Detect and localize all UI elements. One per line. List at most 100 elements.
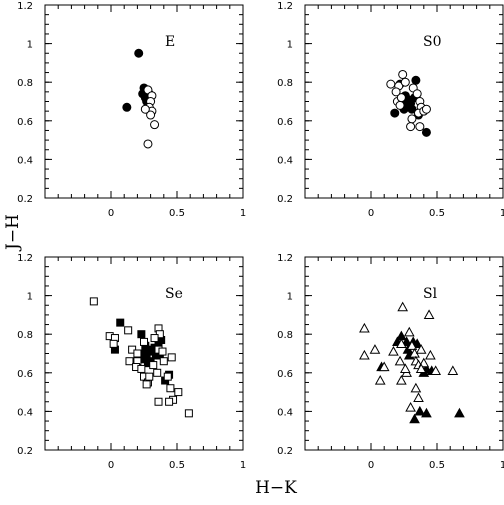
open-triangle-point (399, 363, 411, 374)
x-axis-title: H−K (255, 478, 297, 498)
filled-circle-point (411, 75, 421, 85)
y-tick-label: 0.8 (277, 78, 293, 89)
open-circle-point (386, 79, 396, 89)
y-tick-label: 0.8 (17, 78, 33, 89)
open-square-point (158, 347, 167, 356)
open-circle-point (150, 120, 160, 130)
open-circle-point (391, 87, 401, 97)
y-tick-label: 1 (287, 40, 293, 51)
filled-triangle-point (454, 407, 465, 418)
open-triangle-point (413, 392, 424, 402)
y-tick-label: 0.6 (277, 117, 293, 128)
open-square-point (89, 297, 98, 306)
open-square-point (125, 357, 134, 366)
x-tick-label: 1 (500, 208, 504, 219)
open-square-point (167, 353, 176, 362)
open-circle-point (146, 110, 156, 120)
x-tick-label: 0.5 (429, 208, 445, 219)
open-triangle-point (406, 340, 418, 350)
open-triangle-point (397, 301, 409, 312)
filled-circle-point (390, 108, 400, 118)
open-triangle-point (396, 374, 407, 385)
x-tick-label: 0.5 (169, 208, 185, 219)
open-triangle-point (447, 365, 459, 375)
open-square-point (184, 409, 193, 418)
x-tick-label: 0 (368, 208, 374, 219)
open-circle-point (140, 104, 150, 114)
open-circle-point (412, 89, 422, 99)
open-square-point (142, 380, 151, 389)
open-triangle-point (378, 361, 390, 372)
open-triangle-point (394, 355, 406, 366)
y-tick-label: 0.4 (17, 155, 33, 166)
y-axis-title: J−H (3, 214, 23, 252)
open-square-point (166, 384, 175, 393)
open-triangle-point (388, 346, 399, 356)
x-tick-label: 0 (368, 460, 374, 471)
y-tick-label: 1 (287, 292, 293, 303)
x-tick-label: 0.5 (429, 460, 445, 471)
open-square-point (140, 337, 148, 346)
x-tick-label: 1 (240, 460, 246, 471)
open-square-point (153, 368, 162, 377)
panel-label: S0 (423, 34, 442, 50)
open-triangle-point (410, 382, 422, 393)
filled-triangle-point (411, 338, 423, 348)
open-circle-point (421, 104, 431, 114)
filled-square-point (147, 347, 156, 356)
open-triangle-point (374, 374, 386, 385)
y-tick-label: 1 (27, 40, 33, 51)
open-triangle-point (430, 365, 442, 375)
open-triangle-point (425, 349, 436, 360)
panel-e: E 0 0.5 1 0.2 0.4 0.6 0.8 1 1.2 (17, 1, 246, 219)
open-square-point (154, 397, 163, 406)
x-tick-label: 0 (108, 208, 114, 219)
y-tick-label: 0.8 (17, 330, 33, 341)
open-square-point (165, 397, 174, 406)
open-circle-point (143, 139, 153, 149)
x-tick-label: 0.5 (169, 460, 185, 471)
open-square-point (163, 372, 172, 381)
filled-triangle-point (414, 405, 426, 416)
y-tick-label: 1 (27, 292, 33, 303)
open-circle-point (396, 93, 406, 103)
y-tick-label: 0.4 (277, 407, 293, 418)
filled-circle-point (122, 102, 132, 112)
open-triangle-point (369, 344, 381, 354)
y-tick-label: 1.2 (277, 1, 293, 12)
open-triangle-point (423, 309, 435, 319)
open-square-point (159, 357, 168, 366)
open-square-point (124, 326, 133, 335)
open-circle-point (415, 122, 425, 132)
y-tick-label: 0.2 (277, 446, 293, 457)
x-tick-label: 1 (240, 208, 246, 219)
y-tick-label: 1.2 (17, 1, 33, 12)
x-tick-label: 0 (108, 460, 114, 471)
open-triangle-point (359, 349, 370, 360)
panel-label: E (165, 34, 175, 50)
open-triangle-point (405, 402, 416, 412)
x-tick-label: 1 (500, 460, 504, 471)
open-circle-point (400, 77, 410, 87)
y-tick-label: 0.2 (17, 446, 33, 457)
panel-label: Se (165, 286, 183, 302)
y-tick-label: 0.4 (277, 155, 293, 166)
filled-circle-point (134, 48, 144, 58)
filled-triangle-point (409, 413, 420, 424)
filled-square-point (116, 318, 125, 327)
y-tick-label: 0.6 (17, 117, 33, 128)
panel-s0: S0 0 0.5 1 0.2 0.4 0.6 0.8 1 1.2 (277, 1, 504, 219)
open-circle-point (398, 69, 408, 79)
y-tick-label: 1.2 (277, 253, 293, 264)
open-square-point (137, 364, 146, 373)
y-tick-label: 1.2 (17, 253, 33, 264)
open-triangle-point (396, 338, 407, 348)
open-square-point (149, 361, 158, 370)
open-square-point (109, 339, 118, 348)
open-triangle-point (415, 344, 427, 354)
open-triangle-point (359, 322, 370, 333)
y-tick-label: 0.6 (17, 369, 33, 380)
panel-sl: Sl 0 0.5 1 0.2 0.4 0.6 0.8 1 1.2 (277, 253, 504, 471)
open-circle-point (406, 122, 416, 132)
